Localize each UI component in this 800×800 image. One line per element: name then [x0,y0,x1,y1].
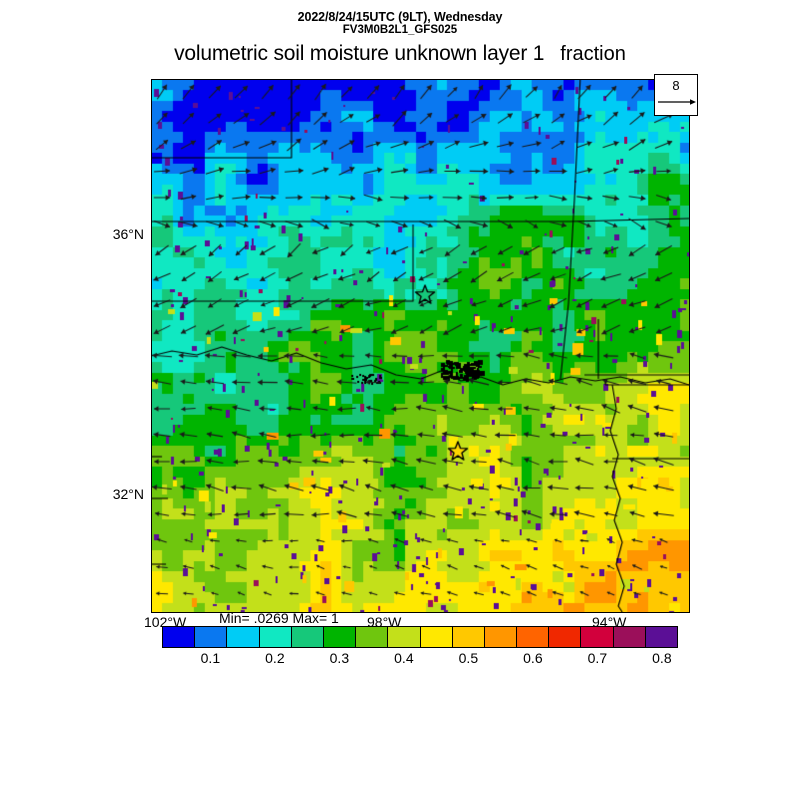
page-title: volumetric soil moisture unknown layer 1 [174,42,545,65]
reference-vector-value: 8 [672,78,680,93]
colorbar-segment-5 [323,627,357,647]
colorbar-segment-8 [420,627,453,647]
colorbar-segment-12 [549,627,582,647]
colorbar [162,626,678,648]
title-block: 2022/8/24/15UTC (9LT), Wednesday FV3M0B2… [0,10,800,37]
lat-label-36n: 36°N [112,226,144,242]
colorbar-segment-3 [259,627,292,647]
colorbar-tick-0.6: 0.6 [523,650,543,666]
colorbar-segment-4 [291,627,324,647]
datetime-title: 2022/8/24/15UTC (9LT), Wednesday [297,10,503,24]
colorbar-tick-0.5: 0.5 [458,650,479,666]
colorbar-tick-0.3: 0.3 [329,650,350,666]
colorbar-segment-11 [517,627,550,647]
colorbar-segment-14 [613,627,646,647]
colorbar-tick-0.4: 0.4 [394,650,414,666]
colorbar-segment-13 [581,627,614,647]
colorbar-tick-0.7: 0.7 [587,650,608,666]
soil-moisture-heatmap [152,80,689,612]
colorbar-segment-7 [388,627,421,647]
colorbar-segment-15 [645,627,677,647]
colorbar-tick-labels: 0.1 0.2 0.3 0.4 0.5 0.6 0.7 0.8 [162,650,678,670]
reference-vector-key: 8 [654,74,698,116]
colorbar-segment-2 [227,627,260,647]
lat-label-32n: 32°N [112,486,144,502]
arrow-right-icon [658,99,696,105]
model-title: FV3M0B2L1_GFS025 [342,24,458,36]
colorbar-tick-0.2: 0.2 [265,650,285,666]
units-label: fraction [560,43,626,65]
colorbar-segment-6 [356,627,389,647]
min-max-statistics: Min= .0269 Max= 1 [219,610,339,626]
colorbar-segments [162,626,678,648]
colorbar-tick-0.8: 0.8 [652,650,672,666]
main-title-row: volumetric soil moisture unknown layer 1… [0,42,800,66]
colorbar-segment-9 [452,627,485,647]
colorbar-segment-0 [163,627,196,647]
colorbar-segment-10 [484,627,518,647]
colorbar-tick-0.1: 0.1 [200,650,221,666]
map-plot-area[interactable] [151,79,690,613]
colorbar-segment-1 [195,627,228,647]
